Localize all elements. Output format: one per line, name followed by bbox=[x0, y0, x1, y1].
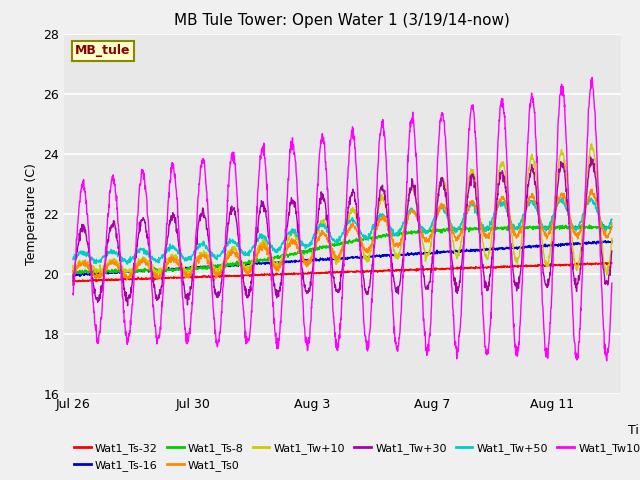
Text: MB_tule: MB_tule bbox=[75, 44, 131, 58]
Y-axis label: Temperature (C): Temperature (C) bbox=[25, 163, 38, 264]
Title: MB Tule Tower: Open Water 1 (3/19/14-now): MB Tule Tower: Open Water 1 (3/19/14-now… bbox=[175, 13, 510, 28]
Text: Time: Time bbox=[628, 424, 640, 437]
Legend: Wat1_Ts-32, Wat1_Ts-16, Wat1_Ts-8, Wat1_Ts0, Wat1_Tw+10, Wat1_Tw+30, Wat1_Tw+50,: Wat1_Ts-32, Wat1_Ts-16, Wat1_Ts-8, Wat1_… bbox=[70, 439, 640, 475]
